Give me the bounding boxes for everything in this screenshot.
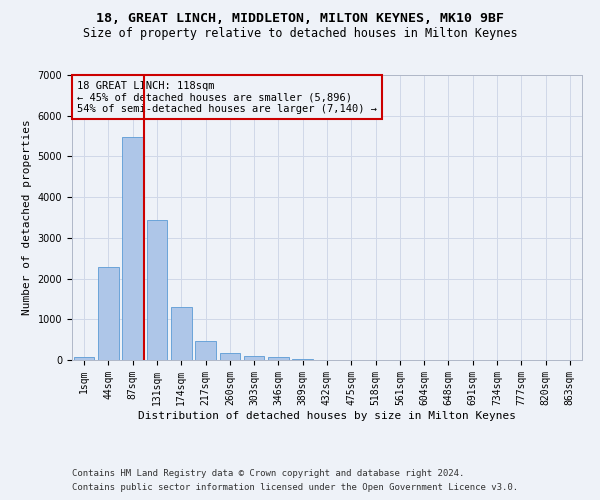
Bar xyxy=(98,267,119,360)
Bar xyxy=(171,306,191,360)
Bar xyxy=(146,220,167,360)
Bar xyxy=(74,356,94,360)
X-axis label: Distribution of detached houses by size in Milton Keynes: Distribution of detached houses by size … xyxy=(138,410,516,420)
Bar xyxy=(195,342,216,360)
Text: 18 GREAT LINCH: 118sqm
← 45% of detached houses are smaller (5,896)
54% of semi-: 18 GREAT LINCH: 118sqm ← 45% of detached… xyxy=(77,80,377,114)
Text: 18, GREAT LINCH, MIDDLETON, MILTON KEYNES, MK10 9BF: 18, GREAT LINCH, MIDDLETON, MILTON KEYNE… xyxy=(96,12,504,26)
Bar xyxy=(220,354,240,360)
Bar xyxy=(122,137,143,360)
Text: Contains public sector information licensed under the Open Government Licence v3: Contains public sector information licen… xyxy=(72,484,518,492)
Bar xyxy=(244,356,265,360)
Y-axis label: Number of detached properties: Number of detached properties xyxy=(22,120,32,316)
Bar xyxy=(268,358,289,360)
Text: Size of property relative to detached houses in Milton Keynes: Size of property relative to detached ho… xyxy=(83,28,517,40)
Bar xyxy=(292,358,313,360)
Text: Contains HM Land Registry data © Crown copyright and database right 2024.: Contains HM Land Registry data © Crown c… xyxy=(72,468,464,477)
